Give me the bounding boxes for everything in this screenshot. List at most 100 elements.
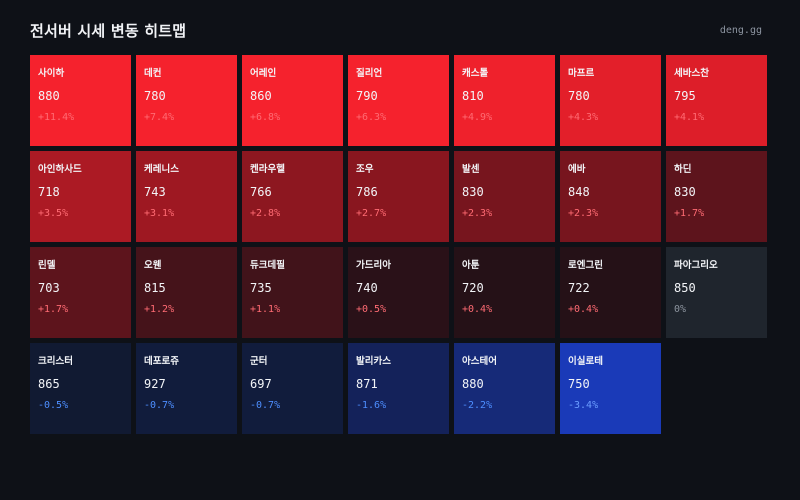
price-change: +0.4% [568, 304, 599, 315]
server-cell[interactable]: 오웬 815 +1.2% [136, 247, 237, 338]
price-change: +7.4% [144, 112, 175, 123]
server-cell[interactable]: 아인하사드 718 +3.5% [30, 151, 131, 242]
brand-label: deng.gg [719, 24, 762, 36]
server-price: 720 [462, 281, 484, 295]
server-price: 766 [250, 185, 272, 199]
price-change: +6.3% [356, 112, 387, 123]
server-price: 780 [568, 89, 590, 103]
server-cell[interactable]: 크리스터 865 -0.5% [30, 343, 131, 434]
server-cell[interactable]: 케레니스 743 +3.1% [136, 151, 237, 242]
server-cell[interactable]: 어레인 860 +6.8% [242, 55, 343, 146]
server-price: 740 [356, 281, 378, 295]
price-change: +0.5% [356, 304, 387, 315]
server-cell[interactable]: 군터 697 -0.7% [242, 343, 343, 434]
server-cell[interactable]: 데포로쥬 927 -0.7% [136, 343, 237, 434]
price-change: +3.1% [144, 208, 175, 219]
server-cell[interactable]: 린델 703 +1.7% [30, 247, 131, 338]
server-cell[interactable]: 에바 848 +2.3% [560, 151, 661, 242]
server-price: 927 [144, 377, 166, 391]
server-cell[interactable]: 세바스찬 795 +4.1% [666, 55, 767, 146]
price-change: -0.5% [38, 400, 69, 411]
page-title: 전서버 시세 변동 히트맵 [30, 21, 187, 40]
server-price: 697 [250, 377, 272, 391]
server-cell[interactable]: 파아그리오 850 0% [666, 247, 767, 338]
server-name: 이실로테 [568, 356, 603, 367]
price-change: +1.7% [38, 304, 69, 315]
server-cell[interactable]: 발리카스 871 -1.6% [348, 343, 449, 434]
server-name: 아스테어 [462, 356, 497, 367]
heatmap-grid: 사이하 880 +11.4% 데컨 780 +7.4% 어레인 860 +6.8% 질리언 790 +… [30, 55, 767, 434]
server-price: 786 [356, 185, 378, 199]
server-cell[interactable]: 가드리아 740 +0.5% [348, 247, 449, 338]
server-name: 케레니스 [144, 164, 179, 175]
server-name: 크리스터 [38, 356, 73, 367]
server-price: 860 [250, 89, 272, 103]
server-cell[interactable]: 켄라우헬 766 +2.8% [242, 151, 343, 242]
server-name: 어레인 [250, 68, 277, 79]
server-cell[interactable]: 하딘 830 +1.7% [666, 151, 767, 242]
server-name: 듀크데필 [250, 260, 285, 271]
server-price: 880 [462, 377, 484, 391]
server-cell[interactable]: 발센 830 +2.3% [454, 151, 555, 242]
server-cell[interactable]: 조우 786 +2.7% [348, 151, 449, 242]
server-name: 사이하 [38, 68, 65, 79]
server-price: 750 [568, 377, 590, 391]
price-change: -3.4% [568, 400, 599, 411]
server-cell[interactable]: 아스테어 880 -2.2% [454, 343, 555, 434]
price-change: +0.4% [462, 304, 493, 315]
server-name: 캐스톨 [462, 68, 489, 79]
price-change: +3.5% [38, 208, 69, 219]
server-name: 세바스찬 [674, 68, 709, 79]
server-cell[interactable]: 아툰 720 +0.4% [454, 247, 555, 338]
server-cell[interactable]: 마프르 780 +4.3% [560, 55, 661, 146]
price-change: -0.7% [144, 400, 175, 411]
server-price: 718 [38, 185, 60, 199]
server-cell[interactable]: 듀크데필 735 +1.1% [242, 247, 343, 338]
server-price: 850 [674, 281, 696, 295]
price-change: +2.7% [356, 208, 387, 219]
server-cell[interactable]: 질리언 790 +6.3% [348, 55, 449, 146]
server-price: 830 [674, 185, 696, 199]
page-header: 전서버 시세 변동 히트맵 deng.gg [30, 18, 762, 42]
server-name: 켄라우헬 [250, 164, 285, 175]
server-price: 848 [568, 185, 590, 199]
server-name: 군터 [250, 356, 268, 367]
server-name: 아툰 [462, 260, 480, 271]
price-change: +2.8% [250, 208, 281, 219]
server-price: 880 [38, 89, 60, 103]
server-price: 810 [462, 89, 484, 103]
server-price: 780 [144, 89, 166, 103]
server-name: 데컨 [144, 68, 162, 79]
server-name: 발센 [462, 164, 480, 175]
price-change: +11.4% [38, 112, 75, 123]
server-name: 질리언 [356, 68, 383, 79]
server-name: 데포로쥬 [144, 356, 179, 367]
server-price: 722 [568, 281, 590, 295]
server-cell[interactable]: 데컨 780 +7.4% [136, 55, 237, 146]
server-cell[interactable]: 로엔그린 722 +0.4% [560, 247, 661, 338]
server-price: 790 [356, 89, 378, 103]
server-name: 에바 [568, 164, 586, 175]
price-change: -0.7% [250, 400, 281, 411]
price-change: +6.8% [250, 112, 281, 123]
server-name: 가드리아 [356, 260, 391, 271]
price-change: +2.3% [568, 208, 599, 219]
price-change: +2.3% [462, 208, 493, 219]
server-cell[interactable]: 사이하 880 +11.4% [30, 55, 131, 146]
server-name: 로엔그린 [568, 260, 603, 271]
server-price: 735 [250, 281, 272, 295]
server-price: 830 [462, 185, 484, 199]
server-name: 마프르 [568, 68, 595, 79]
price-change: +4.3% [568, 112, 599, 123]
server-name: 파아그리오 [674, 260, 718, 271]
server-price: 865 [38, 377, 60, 391]
server-cell[interactable]: 캐스톨 810 +4.9% [454, 55, 555, 146]
server-name: 하딘 [674, 164, 692, 175]
price-change: +4.1% [674, 112, 705, 123]
server-price: 743 [144, 185, 166, 199]
server-price: 703 [38, 281, 60, 295]
price-change: +1.2% [144, 304, 175, 315]
price-change: +1.1% [250, 304, 281, 315]
server-name: 조우 [356, 164, 374, 175]
server-cell[interactable]: 이실로테 750 -3.4% [560, 343, 661, 434]
